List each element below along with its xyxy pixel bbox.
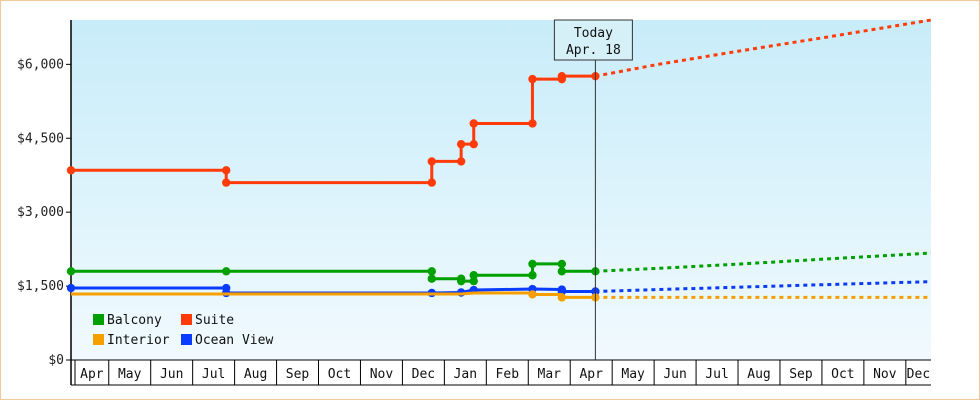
data-point-suite xyxy=(456,139,466,149)
month-label: Aug xyxy=(747,367,770,382)
legend-label-balcony: Balcony xyxy=(107,313,162,328)
data-point-balcony xyxy=(528,271,537,280)
month-label: Oct xyxy=(328,367,351,382)
data-point-balcony xyxy=(456,276,466,286)
month-label: Apr xyxy=(579,367,603,382)
legend-swatch-balcony xyxy=(93,314,104,325)
y-tick-label: $3,000 xyxy=(17,205,64,220)
month-label: Apr xyxy=(80,367,104,382)
data-point-balcony xyxy=(222,267,231,276)
data-point-suite xyxy=(427,157,436,166)
data-point-suite xyxy=(469,139,478,149)
x-axis-months: Apr May Jun Jul Aug Sep Oct Nov Dec Jan Feb Mar Apr M… xyxy=(71,359,931,386)
data-point-suite xyxy=(427,178,436,187)
data-point-balcony xyxy=(528,259,537,269)
month-label: Jul xyxy=(202,367,225,382)
data-point-ocean-view xyxy=(66,283,76,293)
data-point-balcony xyxy=(469,276,478,286)
legend-label-ocean-view: Ocean View xyxy=(195,333,273,348)
data-point-suite xyxy=(528,74,537,84)
legend-label-suite: Suite xyxy=(195,313,234,328)
plot-background xyxy=(71,20,931,360)
forecast-lines xyxy=(595,18,932,299)
forecast-line-balcony xyxy=(595,251,932,273)
month-label: May xyxy=(118,367,142,382)
month-label: Dec xyxy=(907,367,930,382)
forecast-line-suite xyxy=(595,18,932,78)
today-date: Apr. 18 xyxy=(566,43,621,58)
series-line-suite xyxy=(71,74,596,185)
today-box xyxy=(553,19,633,61)
month-label: Dec xyxy=(412,367,435,382)
data-point-balcony xyxy=(557,259,567,269)
forecast-line-ocean-view xyxy=(595,280,932,294)
today-label: Today xyxy=(574,26,613,41)
month-label: Sep xyxy=(286,367,310,382)
y-tick-label: $1,500 xyxy=(17,279,64,294)
data-point-suite xyxy=(66,166,76,175)
data-point-balcony xyxy=(469,271,478,280)
month-label: Oct xyxy=(831,367,854,382)
data-point-balcony xyxy=(557,267,567,276)
legend-swatch-suite xyxy=(181,314,192,325)
legend[interactable]: Balcony Suite Interior Ocean View xyxy=(93,313,273,348)
data-point-interior xyxy=(557,293,567,302)
data-point-interior xyxy=(528,290,537,299)
data-point-balcony xyxy=(427,274,436,283)
legend-label-interior: Interior xyxy=(107,333,170,348)
today-marker: Today Apr. 18 xyxy=(553,19,633,360)
data-point-suite xyxy=(469,119,478,128)
month-label: Jun xyxy=(160,367,183,382)
data-point-suite xyxy=(222,178,231,187)
month-label: Nov xyxy=(370,367,394,382)
data-point-suite xyxy=(456,157,466,166)
y-tick-label: $6,000 xyxy=(17,57,64,72)
month-label: Jul xyxy=(705,367,728,382)
legend-swatch-interior xyxy=(93,334,104,345)
y-axis: $0 $1,500 $3,000 $4,500 $6,000 xyxy=(17,20,72,385)
month-label: Sep xyxy=(789,367,813,382)
data-point-balcony xyxy=(427,267,436,276)
data-point-suite xyxy=(557,71,567,81)
month-label: May xyxy=(621,367,645,382)
month-label: Feb xyxy=(496,367,520,382)
month-label: Mar xyxy=(538,367,562,382)
legend-swatch-ocean-view xyxy=(181,334,192,345)
month-label: Jan xyxy=(454,367,477,382)
month-label: Jun xyxy=(663,367,686,382)
month-label: Nov xyxy=(873,367,897,382)
data-point-balcony xyxy=(66,267,76,276)
y-tick-label: $4,500 xyxy=(17,131,64,146)
data-point-suite xyxy=(222,166,231,175)
series-lines xyxy=(66,71,600,302)
month-label: Aug xyxy=(244,367,267,382)
data-point-suite xyxy=(528,119,537,128)
y-tick-label: $0 xyxy=(48,353,64,368)
